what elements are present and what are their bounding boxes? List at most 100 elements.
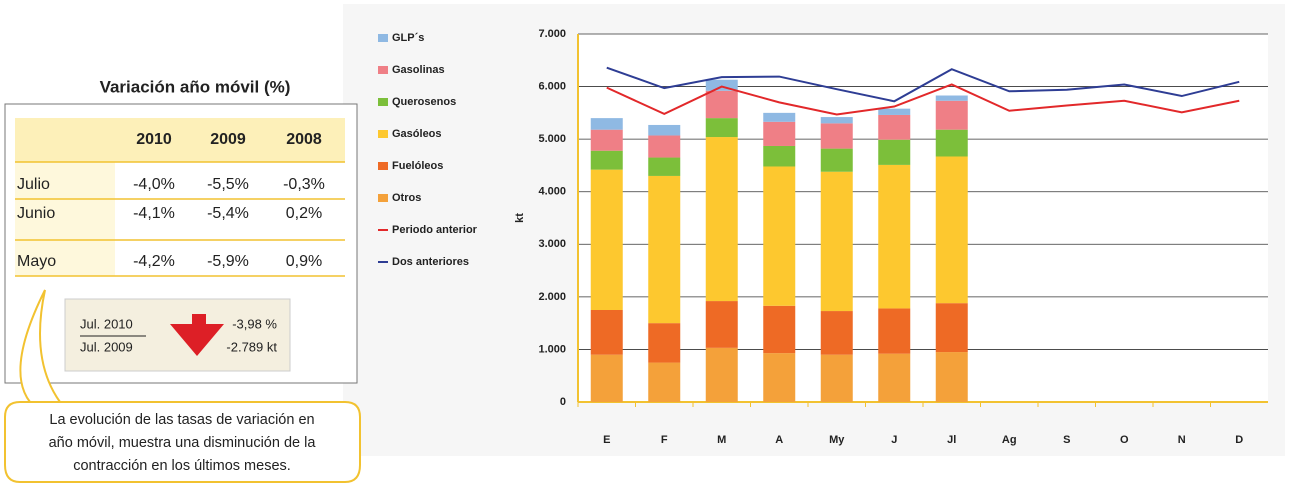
legend-marker [378,162,388,170]
summary-kt: -2.789 kt [226,339,277,354]
summary-percent: -3,98 % [232,316,277,331]
legend-marker [378,194,388,202]
legend-label: Querosenos [392,96,456,108]
bar-segment [820,123,853,149]
callout-line: La evolución de las tasas de variación e… [49,412,314,428]
bar-segment [935,129,968,157]
summary-box [64,298,291,372]
bar-segment [705,90,738,119]
bar-segment [705,79,738,91]
legend-label: Gasóleos [392,128,442,140]
bar-segment [648,323,681,363]
legend-label: Gasolinas [392,64,445,76]
bar-segment [935,156,968,304]
summary-denominator: Jul. 2009 [80,339,133,354]
bar-segment [705,347,738,402]
bar-segment [820,171,853,312]
cell: 0,9% [286,253,322,270]
cell: -4,1% [133,205,175,222]
callout [4,289,361,483]
bar-segment [763,353,796,402]
bar-segment [878,353,911,402]
x-tick-label: O [1120,434,1129,446]
y-tick-label: 3.000 [538,238,566,250]
bar-segment [590,150,623,170]
y-tick-label: 2.000 [538,291,566,303]
bar-segment [705,118,738,138]
table-title: Variación año móvil (%) [100,77,291,96]
table-header-bg [15,118,345,162]
x-tick-label: Ag [1002,434,1017,446]
y-tick-label: 1.000 [538,343,566,355]
x-tick-label: E [603,434,610,446]
x-tick-label: Jl [947,434,956,446]
bar-segment [590,354,623,402]
x-tick-label: J [891,434,897,446]
bar-segment [935,95,968,101]
bar-segment [648,175,681,324]
y-tick-label: 0 [560,396,566,408]
legend-marker [378,130,388,138]
bar-segment [763,166,796,306]
bar-segment [820,354,853,402]
y-tick-label: 7.000 [538,28,566,40]
bar-segment [590,310,623,355]
bar-segment [763,145,796,167]
row-label: Mayo [17,253,56,270]
bar-segment [763,305,796,354]
bar-segment [820,117,853,124]
cell: -4,2% [133,253,175,270]
x-tick-label: F [661,434,668,446]
bar-segment [763,112,796,122]
bar-segment [590,129,623,151]
cell: -4,0% [133,176,175,193]
bar-segment [935,352,968,402]
row-label: Julio [17,176,50,193]
legend-marker [378,66,388,74]
summary-numerator: Jul. 2010 [80,316,133,331]
bar-segment [878,308,911,354]
bar-segment [590,169,623,310]
legend-label: Fuelóleos [392,160,443,172]
x-tick-label: My [829,434,845,446]
legend-label: Periodo anterior [392,224,478,236]
x-tick-label: N [1178,434,1186,446]
x-tick-label: D [1235,434,1243,446]
line-series [606,83,1240,116]
column-header: 2010 [136,131,172,148]
y-tick-label: 5.000 [538,133,566,145]
legend-label: Otros [392,192,421,204]
y-tick-label: 6.000 [538,80,566,92]
bar-segment [878,139,911,165]
callout-line: contracción en los últimos meses. [73,458,291,474]
bar-segment [878,164,911,309]
cell: -5,4% [207,205,249,222]
x-tick-label: A [775,434,783,446]
cell: -0,3% [283,176,325,193]
bar-segment [590,118,623,130]
callout-line: año móvil, muestra una disminución de la [49,435,317,451]
bar-segment [763,121,796,146]
y-tick-label: 4.000 [538,186,566,198]
bar-segment [705,137,738,302]
x-tick-label: S [1063,434,1070,446]
down-arrow [170,314,224,356]
column-header: 2008 [286,131,322,148]
bar-segment [648,157,681,176]
legend-label: GLP´s [392,32,424,44]
legend-label: Dos anteriores [392,256,469,268]
cell: 0,2% [286,205,322,222]
bar-segment [820,148,853,172]
bar-segment [820,311,853,355]
bar-segment [878,108,911,115]
bar-segment [878,114,911,140]
row-label-bg [15,162,115,276]
bar-segment [648,135,681,158]
bar-segment [648,362,681,402]
legend-marker [378,34,388,42]
y-axis-label: kt [514,213,526,223]
column-header: 2009 [210,131,246,148]
plot-area [578,34,1268,402]
bar-segment [705,301,738,348]
